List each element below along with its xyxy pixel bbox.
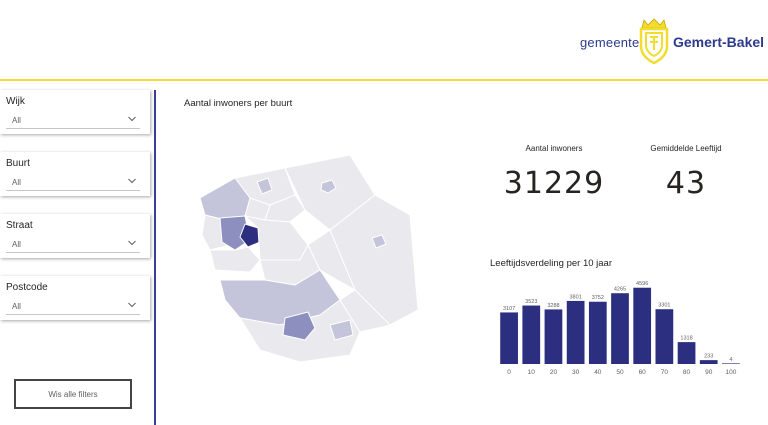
bar[interactable]	[544, 309, 563, 364]
x-tick-label: 0	[507, 369, 511, 376]
x-tick-label: 30	[572, 369, 580, 376]
logo-word: gemeente	[580, 35, 640, 50]
x-tick-label: 10	[528, 369, 536, 376]
chevron-down-icon	[128, 116, 136, 122]
dropdown-value: All	[12, 240, 21, 249]
x-tick-label: 60	[639, 369, 647, 376]
bar[interactable]	[722, 363, 740, 364]
filter-label: Wijk	[6, 96, 25, 107]
map-region	[209, 246, 261, 273]
kpi-leeftijd-label: Gemiddelde Leeftijd	[650, 144, 722, 153]
filter-buurt: Buurt All	[0, 152, 150, 196]
dropdown-value: All	[12, 302, 21, 311]
logo-name: Gemert-Bakel	[673, 34, 765, 50]
bar-data-label: 3301	[658, 303, 670, 309]
filter-straat: Straat All	[0, 214, 150, 258]
header: gemeente Gemert-Bakel	[0, 0, 768, 80]
bar-data-label: 233	[704, 354, 713, 360]
filter-label: Postcode	[6, 282, 48, 293]
bar[interactable]	[611, 293, 629, 364]
header-divider	[0, 79, 768, 81]
filter-label: Buurt	[6, 158, 30, 169]
chevron-down-icon	[128, 178, 136, 184]
bar-data-label: 3107	[503, 306, 515, 312]
map-region	[239, 223, 261, 248]
kpi-inwoners-label: Aantal inwoners	[525, 144, 583, 153]
bar-data-label: 4265	[614, 287, 626, 293]
x-tick-label: 20	[550, 369, 558, 376]
map-region	[256, 177, 273, 195]
map-title: Aantal inwoners per buurt	[184, 98, 293, 109]
kpi-inwoners-value: 31229	[503, 166, 605, 201]
bar[interactable]	[633, 287, 652, 364]
bar-data-label: 4	[729, 357, 732, 363]
straat-dropdown[interactable]: All	[6, 237, 140, 253]
map-region	[282, 311, 316, 341]
bar-data-label: 3801	[570, 294, 582, 300]
map-region	[219, 215, 251, 251]
bar-data-label: 3752	[592, 295, 604, 301]
bar-data-label: 3523	[525, 299, 537, 305]
clear-filters-button[interactable]: Wis alle filters	[14, 379, 132, 409]
crest-icon	[639, 18, 669, 64]
bar[interactable]	[522, 305, 541, 364]
buurt-dropdown[interactable]: All	[6, 175, 140, 191]
filter-postcode: Postcode All	[0, 276, 150, 320]
wijk-dropdown[interactable]: All	[6, 113, 140, 129]
bar[interactable]	[699, 360, 718, 364]
postcode-dropdown[interactable]: All	[6, 299, 140, 315]
chart-title: Leeftijdsverdeling per 10 jaar	[490, 258, 612, 269]
x-tick-label: 50	[616, 369, 624, 376]
x-tick-label: 100	[725, 369, 736, 376]
bar-data-label: 4596	[636, 281, 648, 287]
bar[interactable]	[655, 309, 674, 364]
filter-wijk: Wijk All	[0, 90, 150, 134]
municipality-logo: gemeente Gemert-Bakel	[580, 14, 765, 66]
bar-data-label: 3288	[547, 303, 559, 309]
bar-data-label: 1318	[680, 336, 692, 342]
map-region	[329, 319, 354, 341]
dropdown-value: All	[12, 116, 21, 125]
bar[interactable]	[588, 301, 607, 364]
map-region	[320, 179, 337, 194]
bar[interactable]	[677, 342, 696, 364]
dropdown-value: All	[12, 178, 21, 187]
x-tick-label: 80	[683, 369, 691, 376]
bar[interactable]	[500, 312, 518, 364]
chevron-down-icon	[128, 302, 136, 308]
bar[interactable]	[566, 300, 585, 364]
map-region	[371, 234, 387, 249]
filter-label: Straat	[6, 220, 33, 231]
age-distribution-chart: 3107 0 3523 10 3288 20 3801 30 3752 40 4265 50 4596 6…	[500, 281, 740, 376]
x-tick-label: 90	[705, 369, 713, 376]
sidebar-divider	[154, 90, 156, 425]
x-tick-label: 40	[594, 369, 602, 376]
chevron-down-icon	[128, 240, 136, 246]
neighbourhood-map[interactable]	[190, 150, 420, 365]
kpi-leeftijd-value: 43	[665, 166, 707, 201]
map-region	[264, 194, 306, 223]
x-tick-label: 70	[661, 369, 669, 376]
